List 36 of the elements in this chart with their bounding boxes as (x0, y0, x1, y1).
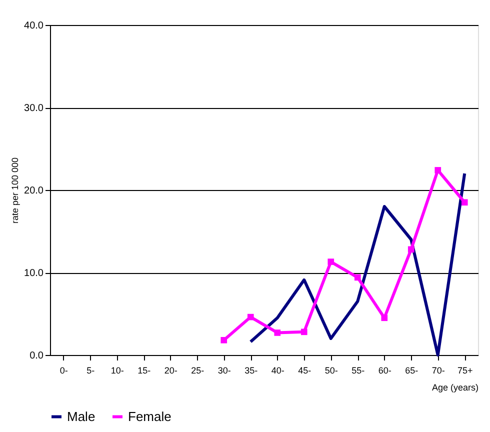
point (274, 330, 281, 336)
y-tick-label: 0.0 (30, 350, 44, 362)
x-axis-title: Age (years) (432, 382, 478, 392)
x-tick-label: 75+ (457, 366, 473, 376)
point (247, 314, 254, 320)
point (461, 199, 468, 206)
x-tick-label: 20- (164, 366, 178, 376)
legend-label: Female (128, 408, 172, 424)
x-tick-label: 10- (110, 366, 124, 376)
y-tick-label: 10.0 (24, 268, 44, 279)
point (354, 274, 361, 281)
x-tick-label: 40- (271, 366, 284, 376)
y-tick-label: 40.0 (24, 20, 44, 32)
point (220, 336, 228, 344)
x-tick-label: 25- (191, 366, 204, 376)
x-tick-label: 30- (218, 366, 231, 376)
x-tick-label: 55- (352, 366, 365, 376)
x-tick-label: 15- (138, 366, 151, 376)
legend-label: Male (67, 408, 96, 424)
y-tick-label: 30.0 (24, 103, 44, 114)
point (434, 167, 442, 174)
y-axis-title: rate per 100 000 (10, 157, 20, 224)
x-tick-label: 5- (86, 366, 95, 376)
point (328, 258, 334, 265)
x-tick-label: 0- (60, 366, 68, 376)
point (381, 314, 388, 322)
x-tick-label: 45- (298, 366, 312, 376)
point (408, 246, 414, 253)
line-series (249, 172, 466, 356)
x-tick-label: 50- (324, 366, 338, 376)
y-tick-label: 20.0 (24, 186, 44, 196)
x-tick-label: 35- (244, 366, 258, 376)
x-tick-label: 70- (432, 366, 445, 376)
point (300, 328, 308, 336)
x-tick-label: 65- (405, 366, 418, 376)
x-tick-label: 60- (378, 366, 392, 376)
